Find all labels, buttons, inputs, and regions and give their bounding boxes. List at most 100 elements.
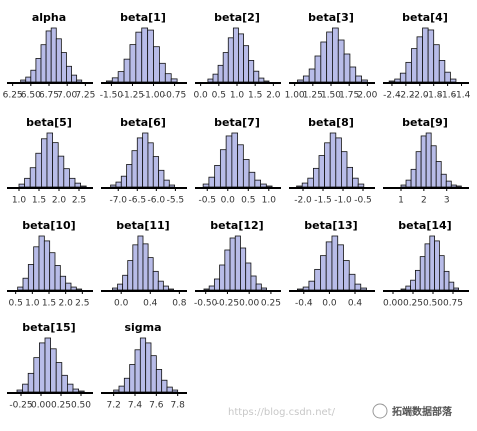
x-tick-label: 1.5 (248, 91, 262, 101)
bar (54, 265, 61, 291)
x-tick-label: 2.0 (52, 196, 67, 206)
x-tick-label: -0.5 (354, 196, 372, 206)
bar (45, 30, 52, 83)
x-tick-label: 0.4 (348, 299, 363, 309)
bar (78, 390, 85, 393)
x-tick-label: 1.50 (321, 91, 341, 101)
x-tick-label: 0.5 (9, 299, 23, 309)
watermark-brand: 拓端数据部落 (392, 405, 453, 418)
bar (438, 255, 445, 291)
bar (161, 379, 168, 393)
bar (314, 268, 321, 291)
bar (137, 235, 144, 291)
bar (72, 388, 79, 393)
bar (410, 168, 417, 188)
bar (335, 137, 342, 188)
bar (399, 72, 407, 83)
x-tick-label: -6.0 (148, 196, 166, 206)
bar (214, 164, 221, 188)
panel-title: beta[3] (308, 11, 354, 24)
bar (326, 31, 333, 83)
bar (352, 177, 359, 188)
x-tick-label: 0.00 (31, 401, 51, 411)
bar (33, 246, 40, 291)
bar (433, 44, 440, 83)
bar (254, 179, 261, 188)
bar (258, 77, 265, 83)
bar (30, 69, 37, 83)
bar (135, 31, 143, 83)
bar (217, 64, 224, 83)
x-tick-label: 7.00 (57, 91, 77, 101)
bar (67, 383, 74, 393)
bar (105, 80, 113, 83)
bar (355, 75, 362, 83)
bar (16, 389, 23, 393)
bar (245, 262, 252, 291)
x-tick-label: 1.0 (262, 196, 277, 206)
x-tick-label: 2.0 (266, 91, 281, 101)
bar (232, 27, 239, 83)
bar (219, 264, 226, 291)
x-tick-label: 2 (421, 196, 427, 206)
panel-title: beta[15] (22, 321, 75, 334)
bar (55, 362, 63, 393)
bar (153, 46, 160, 83)
bar (416, 36, 423, 83)
bar (22, 383, 29, 393)
bar (203, 288, 210, 291)
bar (131, 150, 138, 188)
x-tick-label: -2.0 (294, 196, 312, 206)
bar (400, 288, 407, 291)
bar (168, 184, 176, 188)
bar (302, 286, 310, 291)
x-tick-label: 6.75 (39, 91, 59, 101)
x-tick-label: -0.50 (194, 299, 218, 309)
bar (331, 235, 339, 291)
bar (450, 184, 457, 188)
bar (122, 274, 129, 291)
panel-title: beta[4] (402, 11, 448, 24)
bar (320, 41, 328, 83)
x-tick-label: 6.50 (21, 91, 41, 101)
bar (443, 270, 450, 291)
panel-title: beta[9] (402, 116, 448, 129)
x-tick-label: 7.8 (171, 401, 186, 411)
bar (20, 79, 27, 83)
bar (411, 48, 418, 83)
bar (18, 183, 25, 188)
bar (449, 78, 457, 83)
panel-title: sigma (124, 321, 161, 334)
panel-title: beta[14] (398, 219, 451, 232)
bar (405, 179, 412, 188)
bar (422, 27, 429, 83)
bar (296, 185, 303, 188)
bar (168, 288, 174, 291)
bar (429, 235, 435, 291)
bar (39, 342, 46, 393)
bar (35, 58, 42, 83)
x-tick-label: 6.25 (3, 91, 23, 101)
bar (427, 29, 435, 83)
panel-title: beta[6] (120, 116, 166, 129)
bar (66, 65, 72, 83)
x-tick-label: 1.00 (285, 91, 305, 101)
bar (75, 288, 83, 291)
watermark-url: https://blog.csdn.net/ (228, 407, 336, 418)
bar (348, 273, 356, 291)
bar (307, 177, 314, 188)
x-tick-label: -2.0 (411, 91, 429, 101)
bar (388, 80, 396, 83)
bar (123, 377, 131, 393)
x-tick-label: 2.00 (357, 91, 377, 101)
panel-title: beta[2] (214, 11, 260, 24)
x-tick-label: 2.5 (75, 299, 89, 309)
x-tick-label: 0.50 (71, 401, 91, 411)
x-tick-label: -6.5 (129, 196, 147, 206)
bar (260, 183, 267, 188)
bar (134, 349, 141, 393)
bar (112, 287, 118, 291)
bar (145, 342, 152, 393)
x-tick-label: 0.5 (212, 91, 226, 101)
